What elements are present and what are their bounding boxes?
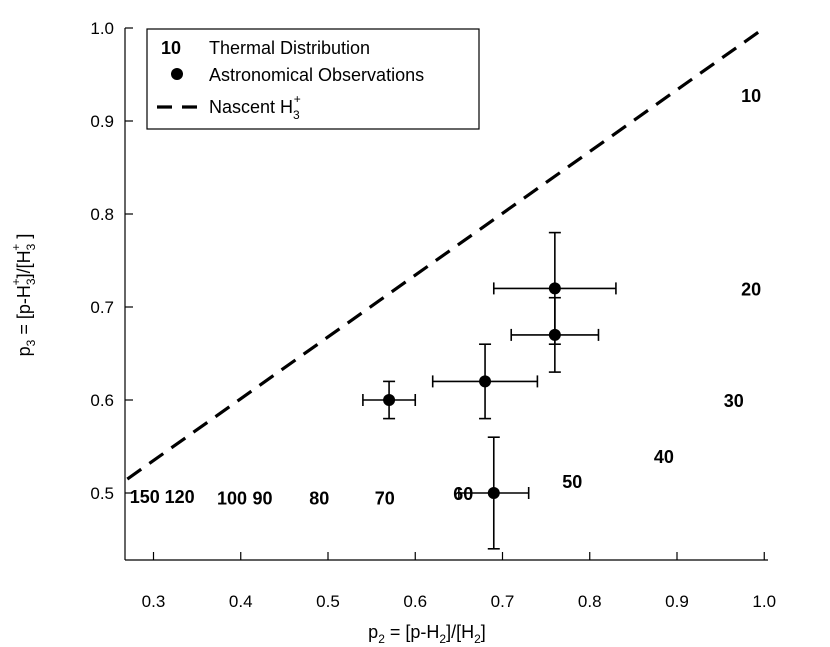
y-ticks: 0.5 0.6 0.7 0.8 0.9 1.0	[90, 19, 133, 503]
legend-nascent-text: Nascent H	[209, 97, 293, 117]
legend-box	[146, 28, 480, 130]
legend-nascent-label: Nascent H3 +	[209, 92, 301, 122]
y-tick-label: 0.7	[90, 298, 114, 317]
y-tick-label: 0.5	[90, 484, 114, 503]
y-tick-label: 0.9	[90, 112, 114, 131]
thermal-label: 100	[217, 489, 247, 509]
legend-nascent-sub: 3	[293, 108, 300, 122]
y-tick-label: 1.0	[90, 19, 114, 38]
legend-nascent-sup: +	[294, 92, 301, 106]
legend-thermal-key: 10	[161, 38, 181, 58]
x-tick-label: 0.8	[578, 592, 602, 611]
y-axis-title: p3 = [p-H3+]/[H3+ ]	[9, 234, 38, 357]
nascent-h3-line	[126, 26, 766, 481]
legend-obs-label: Astronomical Observations	[209, 65, 424, 85]
observation-point	[510, 296, 600, 373]
thermal-label: 80	[309, 489, 329, 509]
y-tick-label: 0.6	[90, 391, 114, 410]
y-tick-label: 0.8	[90, 205, 114, 224]
legend-obs-marker	[171, 68, 183, 80]
thermal-label: 60	[453, 484, 473, 504]
thermal-label: 70	[375, 489, 395, 509]
x-ticks: 0.3 0.4 0.5 0.6 0.7 0.8 0.9 1.0	[142, 552, 776, 611]
thermal-label: 40	[654, 447, 674, 467]
observation-marker	[487, 487, 500, 499]
observations	[362, 231, 617, 550]
observation-point	[458, 436, 530, 550]
x-tick-label: 1.0	[752, 592, 776, 611]
observation-marker	[383, 394, 396, 406]
x-tick-label: 0.6	[403, 592, 427, 611]
observation-marker	[479, 375, 492, 388]
thermal-label: 120	[165, 487, 195, 507]
thermal-label: 150	[130, 487, 160, 507]
legend: 10 Thermal Distribution Astronomical Obs…	[146, 28, 480, 130]
x-tick-label: 0.9	[665, 592, 689, 611]
x-tick-label: 0.3	[142, 592, 166, 611]
x-tick-label: 0.7	[491, 592, 515, 611]
thermal-label: 30	[724, 391, 744, 411]
x-tick-label: 0.5	[316, 592, 340, 611]
thermal-label: 10	[741, 86, 761, 106]
observation-marker	[548, 328, 561, 341]
x-tick-label: 0.4	[229, 592, 253, 611]
observation-point	[431, 343, 539, 420]
observation-point	[362, 380, 417, 420]
legend-thermal-label: Thermal Distribution	[209, 38, 370, 58]
thermal-label: 20	[741, 279, 761, 299]
x-axis-title: p2 = [p-H2]/[H2]	[368, 622, 486, 646]
observation-marker	[548, 282, 561, 295]
thermal-label: 50	[562, 472, 582, 492]
thermal-label: 90	[253, 489, 273, 509]
